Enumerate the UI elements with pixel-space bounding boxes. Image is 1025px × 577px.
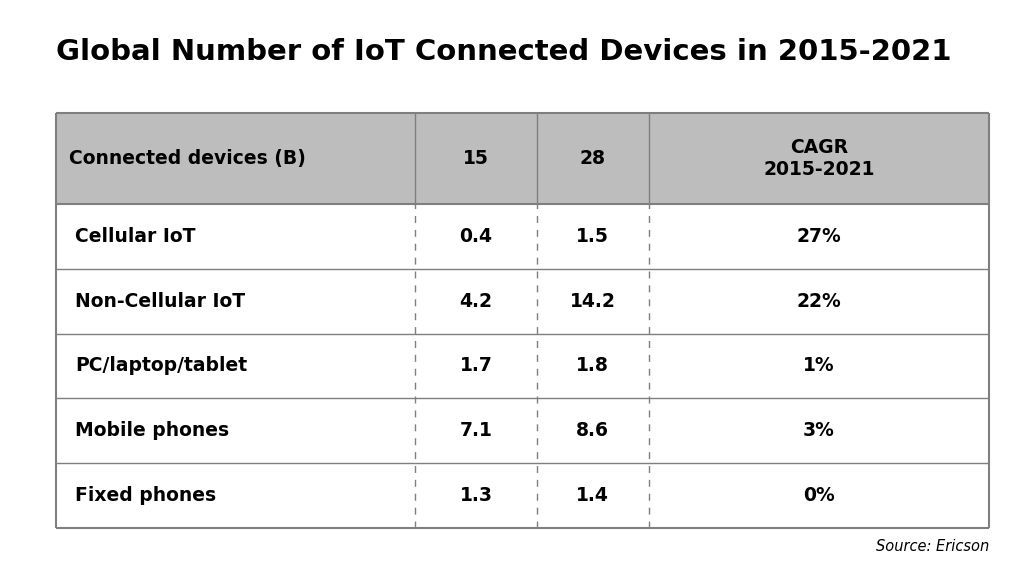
Text: Cellular IoT: Cellular IoT [75, 227, 196, 246]
Text: 22%: 22% [796, 291, 842, 310]
Text: CAGR
2015-2021: CAGR 2015-2021 [764, 138, 874, 179]
Text: Source: Ericson: Source: Ericson [876, 539, 989, 554]
Text: 14.2: 14.2 [570, 291, 616, 310]
Text: Mobile phones: Mobile phones [75, 421, 229, 440]
Text: 1.3: 1.3 [459, 486, 493, 505]
Text: 3%: 3% [803, 421, 834, 440]
Text: 1.5: 1.5 [576, 227, 609, 246]
Text: 1%: 1% [803, 357, 834, 376]
Text: PC/laptop/tablet: PC/laptop/tablet [75, 357, 247, 376]
Text: 4.2: 4.2 [459, 291, 493, 310]
Text: 0.4: 0.4 [459, 227, 493, 246]
Text: 8.6: 8.6 [576, 421, 609, 440]
Text: 0%: 0% [803, 486, 834, 505]
Text: 28: 28 [580, 149, 606, 168]
Text: 7.1: 7.1 [459, 421, 493, 440]
Text: 15: 15 [463, 149, 489, 168]
Text: 1.8: 1.8 [576, 357, 609, 376]
Text: Global Number of IoT Connected Devices in 2015-2021: Global Number of IoT Connected Devices i… [56, 38, 952, 66]
Text: Connected devices (B): Connected devices (B) [69, 149, 305, 168]
Text: Non-Cellular IoT: Non-Cellular IoT [75, 291, 245, 310]
Text: 1.7: 1.7 [459, 357, 493, 376]
Text: 1.4: 1.4 [576, 486, 609, 505]
Text: Fixed phones: Fixed phones [75, 486, 216, 505]
Text: 27%: 27% [796, 227, 842, 246]
